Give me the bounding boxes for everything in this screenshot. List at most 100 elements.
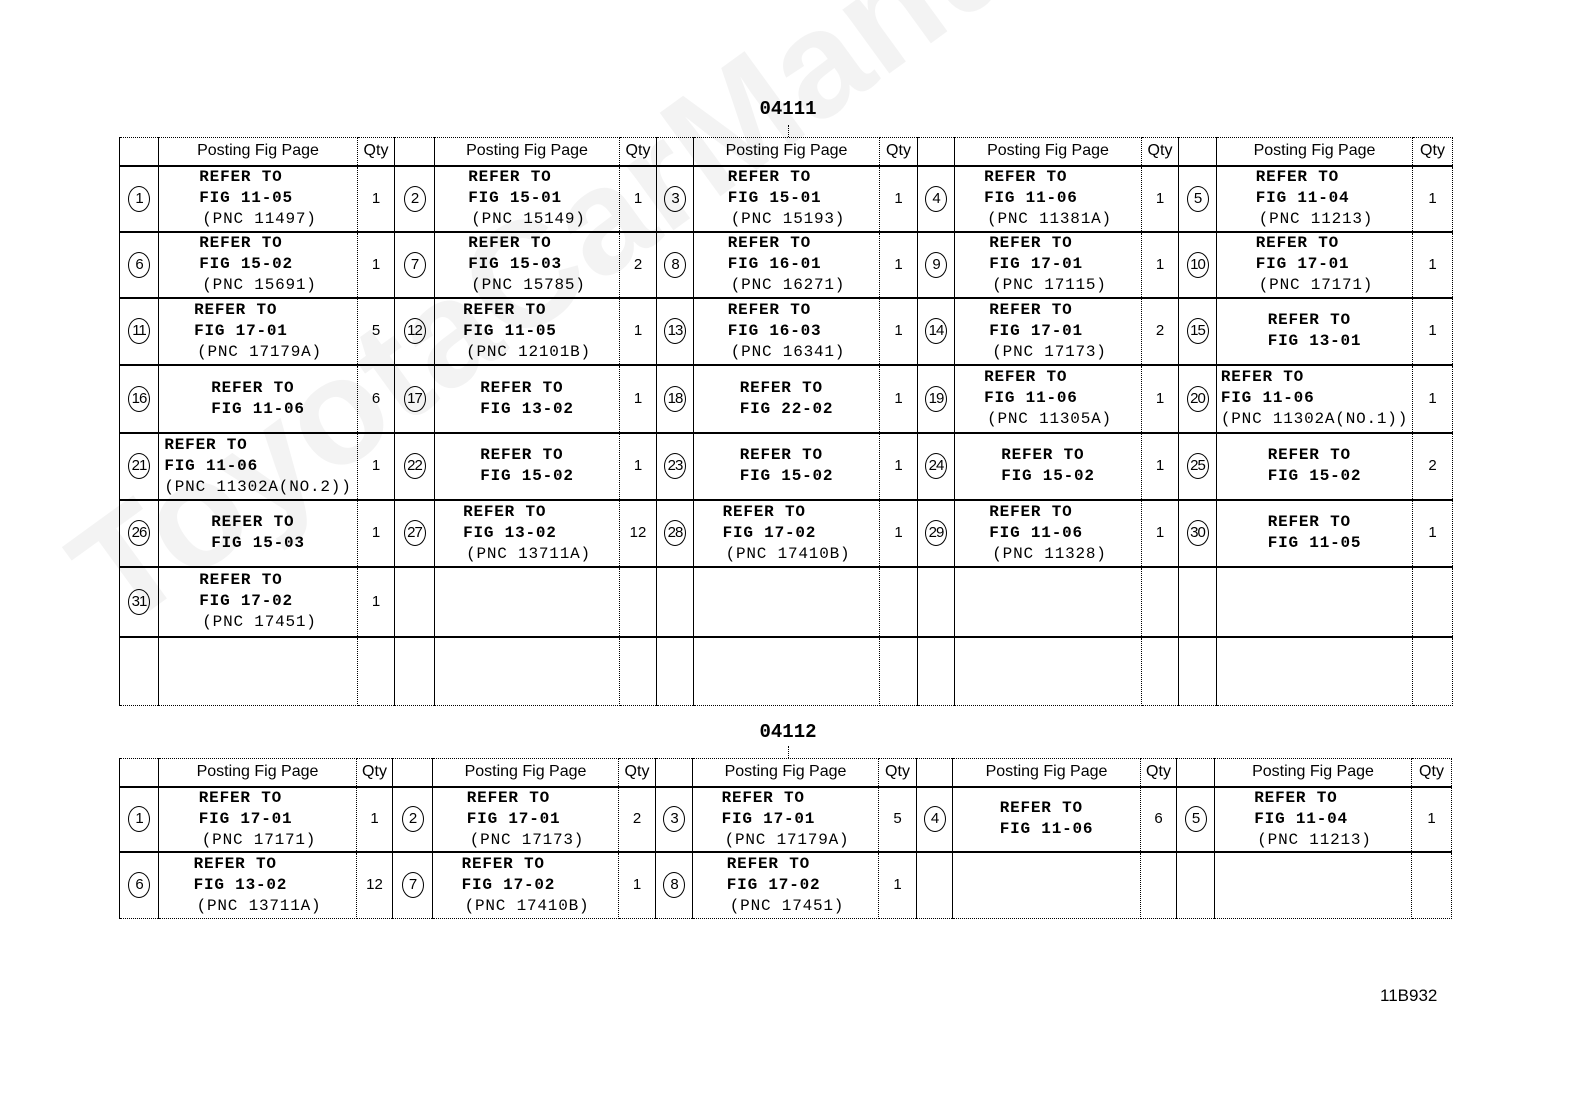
fig-number[interactable]: FIG 11-05 xyxy=(463,321,557,340)
fig-number[interactable]: FIG 11-06 xyxy=(164,456,258,475)
fig-number[interactable]: FIG 15-02 xyxy=(1001,467,1095,485)
refer-to-text[interactable]: REFER TO xyxy=(984,368,1068,386)
refer-to-text[interactable]: REFER TO xyxy=(1267,311,1351,329)
refer-to-text[interactable]: REFER TO xyxy=(1255,234,1339,252)
refer-to-text[interactable]: REFER TO xyxy=(727,234,811,252)
refer-to-text[interactable]: REFER TO xyxy=(480,446,564,464)
pnc-number[interactable]: (PNC 15149) xyxy=(471,210,586,228)
fig-number[interactable]: FIG 17-02 xyxy=(199,592,293,610)
fig-number[interactable]: FIG 15-02 xyxy=(480,467,574,485)
fig-number[interactable]: FIG 15-03 xyxy=(468,255,562,273)
fig-number[interactable]: FIG 13-02 xyxy=(193,875,288,894)
fig-number[interactable]: FIG 11-06 xyxy=(984,389,1078,407)
refer-to-text[interactable]: REFER TO xyxy=(466,788,550,807)
refer-to-text[interactable]: REFER TO xyxy=(463,502,547,521)
pnc-number[interactable]: (PNC 17451) xyxy=(729,896,845,915)
pnc-number[interactable]: (PNC 15193) xyxy=(730,210,846,228)
refer-to-text[interactable]: REFER TO xyxy=(211,513,295,531)
fig-number[interactable]: FIG 17-02 xyxy=(461,875,556,894)
pnc-number[interactable]: (PNC 15785) xyxy=(471,276,586,294)
pnc-number[interactable]: (PNC 17179A) xyxy=(197,342,322,361)
refer-to-text[interactable]: REFER TO xyxy=(199,234,283,252)
fig-number[interactable]: FIG 11-06 xyxy=(999,820,1094,838)
pnc-number[interactable]: (PNC 15691) xyxy=(202,276,317,294)
refer-to-text[interactable]: REFER TO xyxy=(999,799,1083,817)
fig-number[interactable]: FIG 15-02 xyxy=(199,255,293,273)
fig-number[interactable]: FIG 17-01 xyxy=(194,321,288,340)
refer-to-text[interactable]: REFER TO xyxy=(1254,788,1338,807)
pnc-number[interactable]: (PNC 17171) xyxy=(201,830,317,849)
pnc-number[interactable]: (PNC 17173) xyxy=(469,830,585,849)
refer-to-text[interactable]: REFER TO xyxy=(211,378,295,397)
refer-to-text[interactable]: REFER TO xyxy=(199,168,283,186)
pnc-number[interactable]: (PNC 17451) xyxy=(202,613,317,631)
refer-to-text[interactable]: REFER TO xyxy=(739,446,823,464)
fig-number[interactable]: FIG 11-04 xyxy=(1255,189,1350,207)
refer-to-text[interactable]: REFER TO xyxy=(193,854,277,873)
refer-to-text[interactable]: REFER TO xyxy=(721,788,805,807)
refer-to-text[interactable]: REFER TO xyxy=(1267,513,1351,531)
fig-number[interactable]: FIG 11-05 xyxy=(199,189,293,207)
pnc-number[interactable]: (PNC 17173) xyxy=(992,342,1107,361)
refer-to-text[interactable]: REFER TO xyxy=(726,854,810,873)
pnc-number[interactable]: (PNC 11213) xyxy=(1257,830,1372,849)
refer-to-text[interactable]: REFER TO xyxy=(727,300,811,319)
pnc-number[interactable]: (PNC 11381A) xyxy=(987,210,1112,228)
fig-number[interactable]: FIG 11-06 xyxy=(989,523,1083,542)
refer-to-text[interactable]: REFER TO xyxy=(1001,446,1085,464)
pnc-number[interactable]: (PNC 16341) xyxy=(730,342,846,361)
fig-number[interactable]: FIG 11-06 xyxy=(211,399,305,418)
refer-to-text[interactable]: REFER TO xyxy=(739,378,823,397)
fig-number[interactable]: FIG 17-02 xyxy=(726,875,821,894)
fig-number[interactable]: FIG 15-01 xyxy=(468,189,562,207)
fig-number[interactable]: FIG 15-03 xyxy=(211,534,305,552)
fig-number[interactable]: FIG 17-01 xyxy=(989,321,1083,340)
pnc-number[interactable]: (PNC 11497) xyxy=(202,210,317,228)
fig-number[interactable]: FIG 13-02 xyxy=(480,399,574,418)
pnc-number[interactable]: (PNC 11302A(NO.1)) xyxy=(1220,410,1409,428)
refer-to-text[interactable]: REFER TO xyxy=(199,571,283,589)
refer-to-text[interactable]: REFER TO xyxy=(194,300,278,319)
refer-to-text[interactable]: REFER TO xyxy=(989,300,1073,319)
fig-number[interactable]: FIG 13-01 xyxy=(1267,332,1362,350)
pnc-number[interactable]: (PNC 11328) xyxy=(992,544,1107,563)
pnc-number[interactable]: (PNC 12101B) xyxy=(466,342,591,361)
fig-number[interactable]: FIG 15-02 xyxy=(1267,467,1362,485)
fig-number[interactable]: FIG 17-01 xyxy=(989,255,1083,273)
refer-to-text[interactable]: REFER TO xyxy=(480,378,564,397)
fig-number[interactable]: FIG 17-01 xyxy=(1255,255,1350,273)
fig-number[interactable]: FIG 17-01 xyxy=(198,809,293,828)
fig-number[interactable]: FIG 11-04 xyxy=(1254,809,1348,828)
refer-to-text[interactable]: REFER TO xyxy=(727,168,811,186)
fig-number[interactable]: FIG 17-01 xyxy=(466,809,561,828)
pnc-number[interactable]: (PNC 13711A) xyxy=(196,896,322,915)
pnc-number[interactable]: (PNC 16271) xyxy=(730,276,846,294)
pnc-number[interactable]: (PNC 17179A) xyxy=(724,830,850,849)
fig-number[interactable]: FIG 13-02 xyxy=(463,523,557,542)
pnc-number[interactable]: (PNC 17115) xyxy=(992,276,1107,294)
pnc-number[interactable]: (PNC 17410B) xyxy=(464,896,590,915)
pnc-number[interactable]: (PNC 13711A) xyxy=(466,544,591,563)
refer-to-text[interactable]: REFER TO xyxy=(1267,446,1351,464)
pnc-number[interactable]: (PNC 11302A(NO.2)) xyxy=(164,477,352,496)
fig-number[interactable]: FIG 11-06 xyxy=(984,189,1078,207)
refer-to-text[interactable]: REFER TO xyxy=(989,234,1073,252)
refer-to-text[interactable]: REFER TO xyxy=(198,788,282,807)
refer-to-text[interactable]: REFER TO xyxy=(164,435,248,454)
pnc-number[interactable]: (PNC 11305A) xyxy=(987,410,1112,428)
fig-number[interactable]: FIG 16-01 xyxy=(727,255,822,273)
pnc-number[interactable]: (PNC 17410B) xyxy=(725,544,851,563)
refer-to-text[interactable]: REFER TO xyxy=(461,854,545,873)
refer-to-text[interactable]: REFER TO xyxy=(722,502,806,521)
fig-number[interactable]: FIG 15-02 xyxy=(739,467,834,485)
refer-to-text[interactable]: REFER TO xyxy=(463,300,547,319)
pnc-number[interactable]: (PNC 17171) xyxy=(1258,276,1374,294)
fig-number[interactable]: FIG 15-01 xyxy=(727,189,822,207)
pnc-number[interactable]: (PNC 11213) xyxy=(1258,210,1374,228)
fig-number[interactable]: FIG 17-02 xyxy=(722,523,817,542)
refer-to-text[interactable]: REFER TO xyxy=(984,168,1068,186)
fig-number[interactable]: FIG 17-01 xyxy=(721,809,816,828)
fig-number[interactable]: FIG 11-05 xyxy=(1267,534,1362,552)
refer-to-text[interactable]: REFER TO xyxy=(468,234,552,252)
fig-number[interactable]: FIG 16-03 xyxy=(727,321,822,340)
